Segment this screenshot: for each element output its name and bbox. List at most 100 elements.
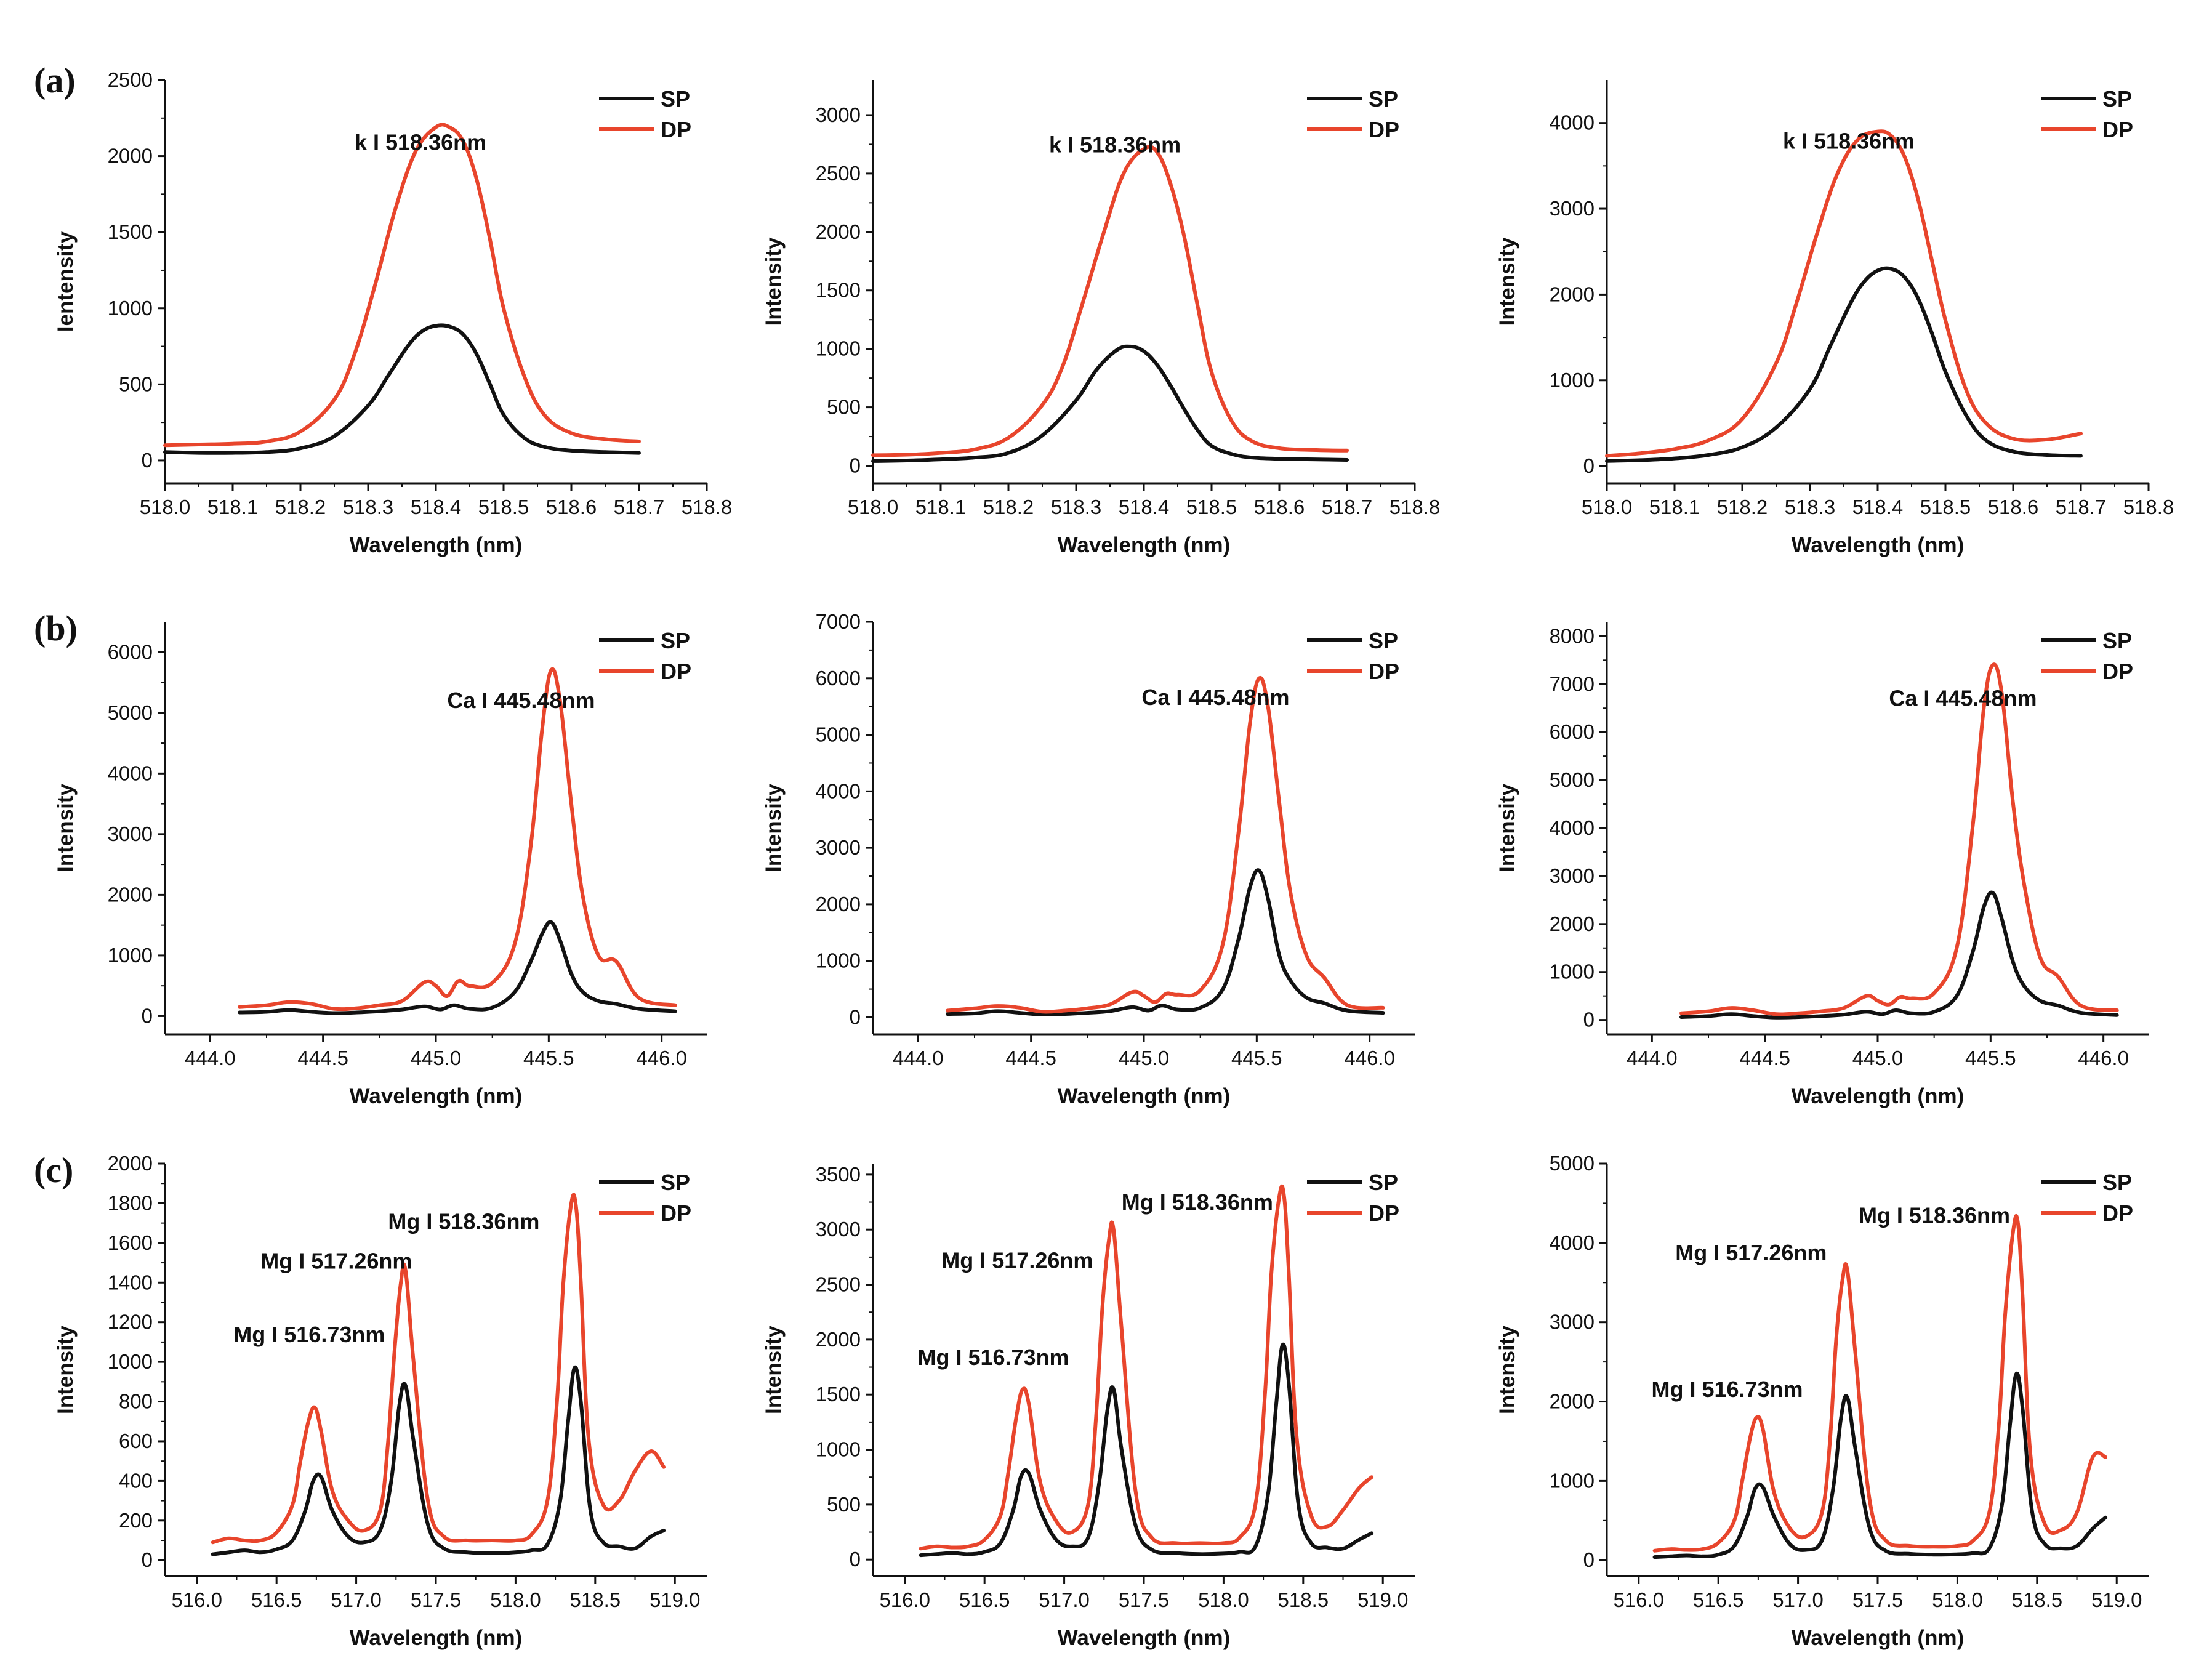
y-axis-label: Intensity [762,1326,786,1414]
y-tick-label: 0 [142,449,153,472]
x-tick-label: 518.4 [1119,496,1170,518]
y-tick-label: 3000 [1550,864,1595,887]
y-tick-label: 4000 [816,779,861,802]
y-tick-label: 0 [142,1548,153,1571]
legend-label-sp: SP [2102,628,2132,653]
y-tick-label: 7000 [816,610,861,633]
y-tick-label: 2500 [816,162,861,185]
x-tick-label: 518.3 [1051,496,1102,518]
y-tick-label: 500 [827,396,861,419]
series-line-dp [871,145,1349,457]
x-tick-label: 518.5 [1278,1588,1329,1611]
y-tick-label: 2500 [816,1273,861,1296]
x-tick-label: 518.0 [1198,1588,1249,1611]
x-tick-label: 445.5 [523,1047,574,1069]
legend-label-sp: SP [1369,1170,1398,1195]
series-line-sp [1679,890,2119,1020]
y-tick-label: 2000 [1550,283,1595,305]
peak-annotation: Ca I 445.48nm [1889,685,2037,710]
panel-row-label: (b) [34,608,78,648]
x-axis-label: Wavelength (nm) [350,1626,523,1650]
x-tick-label: 518.5 [478,496,529,518]
legend-label-sp: SP [661,86,690,111]
peak-annotation: Mg I 517.26nm [1675,1240,1827,1265]
series-line-dp [211,1193,666,1545]
x-tick-label: 518.5 [570,1588,621,1611]
x-tick-label: 518.7 [2056,496,2107,518]
y-axis-label: Intensity [1495,237,1519,326]
y-tick-label: 3000 [1550,197,1595,220]
legend-label-dp: DP [1369,659,1399,684]
y-axis-label: Intensity [54,1326,78,1414]
series-line-sp [919,1342,1374,1558]
legend-label-dp: DP [1369,117,1399,142]
y-tick-label: 5000 [108,701,153,724]
x-tick-label: 518.1 [1649,496,1700,518]
chart-panel-a3: 0 1000 2000 3000 4000 518.0 518.1 518.2 518.3 518… [1495,80,2174,557]
x-tick-label: 517.5 [411,1588,462,1611]
peak-annotation: Mg I 518.36nm [1859,1203,2010,1228]
x-tick-label: 518.5 [1920,496,1971,518]
x-tick-label: 518.6 [1254,496,1305,518]
y-tick-label: 1200 [108,1311,153,1334]
legend-label-dp: DP [661,1201,691,1226]
y-tick-label: 1500 [816,1383,861,1406]
peak-annotation: Mg I 518.36nm [388,1209,539,1234]
x-tick-label: 516.0 [171,1588,222,1611]
y-tick-label: 0 [1583,454,1595,477]
y-tick-label: 200 [119,1509,153,1532]
y-tick-label: 1000 [816,949,861,972]
x-tick-label: 519.0 [1357,1588,1409,1611]
chart-panel-b2: 0 1000 2000 3000 4000 5000 6000 7000 444.0 444.5 4… [762,610,1415,1108]
series-line-sp [211,1365,666,1556]
y-tick-label: 5000 [816,723,861,746]
y-tick-label: 1400 [108,1271,153,1294]
x-tick-label: 518.0 [490,1588,541,1611]
x-tick-label: 518.4 [411,496,462,518]
legend-label-dp: DP [1369,1201,1399,1226]
x-axis-label: Wavelength (nm) [1058,1084,1231,1108]
series-line-sp [871,344,1349,463]
x-tick-label: 445.5 [1231,1047,1282,1069]
y-tick-label: 800 [119,1390,153,1413]
x-tick-label: 518.1 [915,496,967,518]
legend-label-sp: SP [661,628,690,653]
x-tick-label: 518.4 [1852,496,1904,518]
chart-panel-c2: 0 500 1000 1500 2000 2500 3000 3500 516.0 516.5 51… [762,1163,1415,1650]
y-tick-label: 7000 [1550,672,1595,695]
y-tick-label: 1600 [108,1231,153,1254]
series-line-dp [946,675,1385,1014]
legend-label-dp: DP [661,117,691,142]
y-tick-label: 5000 [1550,768,1595,791]
x-tick-label: 517.0 [331,1588,382,1611]
peak-annotation: Mg I 518.36nm [1122,1189,1273,1215]
x-tick-label: 446.0 [636,1047,687,1069]
x-tick-label: 517.5 [1119,1588,1170,1611]
y-tick-label: 6000 [1550,720,1595,743]
chart-panel-a2: 0 500 1000 1500 2000 2500 3000 518.0 518.1 518.2 5… [762,80,1440,557]
y-axis-label: Intensity [762,784,786,872]
y-tick-label: 1500 [108,220,153,243]
x-axis-label: Wavelength (nm) [350,533,523,557]
chart-panel-b3: 0 1000 2000 3000 4000 5000 6000 7000 8000 444.0 44… [1495,622,2149,1108]
legend-label-dp: DP [2102,117,2133,142]
series-line-dp [1679,662,2119,1016]
series-line-dp [1652,1213,2108,1553]
x-tick-label: 444.5 [297,1047,348,1069]
x-axis-label: Wavelength (nm) [1792,1084,1965,1108]
y-tick-label: 3000 [108,823,153,845]
series-line-sp [1605,266,2083,463]
series-line-dp [238,667,677,1012]
x-axis-label: Wavelength (nm) [350,1084,523,1108]
y-tick-label: 5000 [1550,1152,1595,1175]
x-tick-label: 516.5 [959,1588,1010,1611]
x-tick-label: 517.0 [1772,1588,1824,1611]
x-tick-label: 444.5 [1739,1047,1790,1069]
x-tick-label: 445.0 [1119,1047,1170,1069]
peak-annotation: Ca I 445.48nm [1141,685,1289,710]
y-tick-label: 600 [119,1430,153,1452]
x-axis-label: Wavelength (nm) [1792,533,1965,557]
series-line-sp [946,868,1385,1016]
x-axis-label: Wavelength (nm) [1058,533,1231,557]
y-tick-label: 2000 [816,1328,861,1351]
